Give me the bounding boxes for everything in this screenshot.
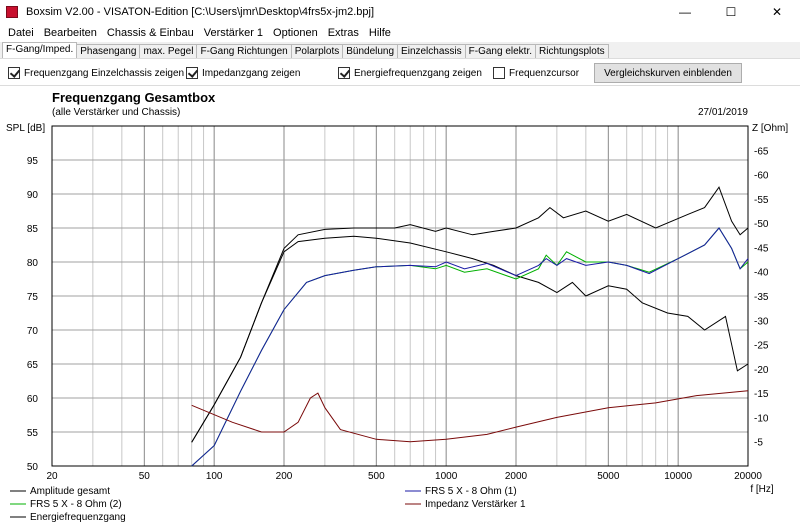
x-tick-label: 100 [206, 471, 223, 482]
close-button[interactable]: ✕ [771, 5, 783, 19]
y-right-tick-label: -15 [754, 389, 769, 400]
menu-optionen[interactable]: Optionen [273, 27, 318, 39]
legend-entry: FRS 5 X - 8 Ohm (1) [425, 486, 517, 497]
y-right-tick-label: -5 [754, 438, 763, 449]
checkbox-energiefrequenzgang-label: Energiefrequenzgang zeigen [354, 67, 482, 79]
x-tick-label: 1000 [435, 471, 458, 482]
tab-fgang-richtungen[interactable]: F-Gang Richtungen [196, 44, 292, 58]
checkbox-frequenzcursor-label: Frequenzcursor [509, 67, 580, 79]
y-left-tick-label: 65 [27, 360, 39, 371]
y-right-tick-label: -20 [754, 365, 769, 376]
tab-fgang-elektr[interactable]: F-Gang elektr. [464, 44, 536, 58]
checkbox-energiefrequenzgang[interactable]: Energiefrequenzgang zeigen [338, 67, 482, 79]
menu-verstaerker[interactable]: Verstärker 1 [203, 27, 264, 39]
y-left-tick-label: 55 [27, 428, 39, 439]
legend-entry: FRS 5 X - 8 Ohm (2) [30, 499, 122, 510]
tab-max-pegel[interactable]: max. Pegel [139, 44, 198, 58]
y-right-tick-label: -55 [754, 195, 769, 206]
window-title: Boxsim V2.00 - VISATON-Edition [C:\Users… [26, 6, 375, 18]
chart-grid [52, 126, 748, 466]
y-right-tick-label: -25 [754, 341, 769, 352]
y-left-tick-label: 70 [27, 326, 39, 337]
frequency-response-chart: Frequenzgang Gesamtbox (alle Verstärker … [6, 90, 788, 523]
y-right-tick-label: -65 [754, 146, 769, 157]
x-tick-labels: 20 50 100 200 500 1000 2000 5000 10000 20000 [46, 471, 762, 482]
curves [191, 186, 749, 467]
checkbox-einzelchassis-box[interactable] [8, 67, 20, 79]
y-left-tick-label: 50 [27, 462, 39, 473]
y-left-tick-label: 95 [27, 156, 39, 167]
x-tick-label: 20 [46, 471, 58, 482]
checkbox-einzelchassis-label: Frequenzgang Einzelchassis zeigen [24, 67, 185, 79]
maximize-button[interactable]: ☐ [725, 5, 737, 19]
tab-richtungsplots[interactable]: Richtungsplots [535, 44, 609, 58]
curve-frs5x-1 [191, 227, 749, 467]
x-tick-label: 5000 [597, 471, 620, 482]
tab-buendelung[interactable]: Bündelung [342, 44, 399, 58]
chart-subtitle: (alle Verstärker und Chassis) [52, 107, 180, 118]
checkbox-impedanzgang[interactable]: Impedanzgang zeigen [186, 67, 300, 79]
y-right-tick-label: -40 [754, 268, 769, 279]
title-bar: Boxsim V2.00 - VISATON-Edition [C:\Users… [0, 0, 800, 24]
y-left-tick-labels: 50 55 60 65 70 75 80 85 90 95 [27, 156, 39, 473]
y-right-tick-label: -35 [754, 292, 769, 303]
x-tick-label: 500 [368, 471, 385, 482]
x-tick-label: 2000 [505, 471, 528, 482]
plot-frame [51, 125, 749, 467]
curve-frs5x-2 [191, 227, 749, 467]
y-right-tick-label: -30 [754, 316, 769, 327]
y-left-tick-label: 85 [27, 224, 39, 235]
x-axis-label: f [Hz] [750, 484, 774, 495]
checkbox-energiefrequenzgang-box[interactable] [338, 67, 350, 79]
curve-impedanz [191, 390, 749, 443]
window-controls: — ☐ ✕ [662, 0, 800, 24]
chart-legend: Amplitude gesamt FRS 5 X - 8 Ohm (2) Energ… [10, 486, 526, 523]
y-right-tick-labels: -5 -10 -15 -20 -25 -30 -35 -40 -45 -50 -55 -60 -65 [754, 146, 769, 448]
tab-einzelchassis[interactable]: Einzelchassis [397, 44, 466, 58]
checkbox-frequenzcursor[interactable]: Frequenzcursor [493, 67, 579, 79]
y-right-tick-label: -10 [754, 413, 769, 424]
y-left-tick-label: 90 [27, 190, 39, 201]
chart-date: 27/01/2019 [698, 107, 748, 118]
checkbox-frequenzcursor-box[interactable] [493, 67, 505, 79]
x-tick-label: 10000 [664, 471, 692, 482]
x-tick-label: 50 [139, 471, 151, 482]
menu-bar: Datei Bearbeiten Chassis & Einbau Verstä… [0, 24, 800, 42]
y-right-axis-label: Z [Ohm] [752, 123, 788, 134]
y-left-tick-label: 80 [27, 258, 39, 269]
tab-phasengang[interactable]: Phasengang [76, 44, 141, 58]
menu-chassis-einbau[interactable]: Chassis & Einbau [106, 27, 194, 39]
minimize-button[interactable]: — [679, 5, 691, 19]
y-right-tick-label: -50 [754, 219, 769, 230]
y-right-tick-label: -60 [754, 171, 769, 182]
chart-area: Frequenzgang Gesamtbox (alle Verstärker … [0, 86, 800, 531]
menu-bearbeiten[interactable]: Bearbeiten [43, 27, 97, 39]
x-tick-label: 200 [276, 471, 293, 482]
checkbox-einzelchassis[interactable]: Frequenzgang Einzelchassis zeigen [8, 67, 184, 79]
legend-entry: Energiefrequenzgang [30, 512, 126, 523]
options-bar: Frequenzgang Einzelchassis zeigen Impeda… [0, 58, 800, 86]
checkbox-impedanzgang-label: Impedanzgang zeigen [202, 67, 301, 79]
compare-curves-button[interactable]: Vergleichskurven einblenden [594, 63, 742, 83]
tab-polarplots[interactable]: Polarplots [290, 44, 344, 58]
x-tick-label: 20000 [734, 471, 762, 482]
menu-datei[interactable]: Datei [8, 27, 34, 39]
tab-strip: F-Gang/Imped. Phasengang max. Pegel F-Ga… [0, 42, 800, 58]
curve-energiefrequenzgang [191, 186, 749, 443]
menu-extras[interactable]: Extras [327, 27, 359, 39]
tab-fgang-imped[interactable]: F-Gang/Imped. [2, 42, 78, 58]
chart-title: Frequenzgang Gesamtbox [52, 90, 216, 105]
menu-hilfe[interactable]: Hilfe [368, 27, 391, 39]
checkbox-impedanzgang-box[interactable] [186, 67, 198, 79]
y-left-tick-label: 60 [27, 394, 39, 405]
y-right-tick-label: -45 [754, 243, 769, 254]
y-left-tick-label: 75 [27, 292, 39, 303]
app-icon [6, 6, 18, 18]
legend-entry: Amplitude gesamt [30, 486, 110, 497]
legend-entry: Impedanz Verstärker 1 [425, 499, 526, 510]
y-left-axis-label: SPL [dB] [6, 123, 45, 134]
